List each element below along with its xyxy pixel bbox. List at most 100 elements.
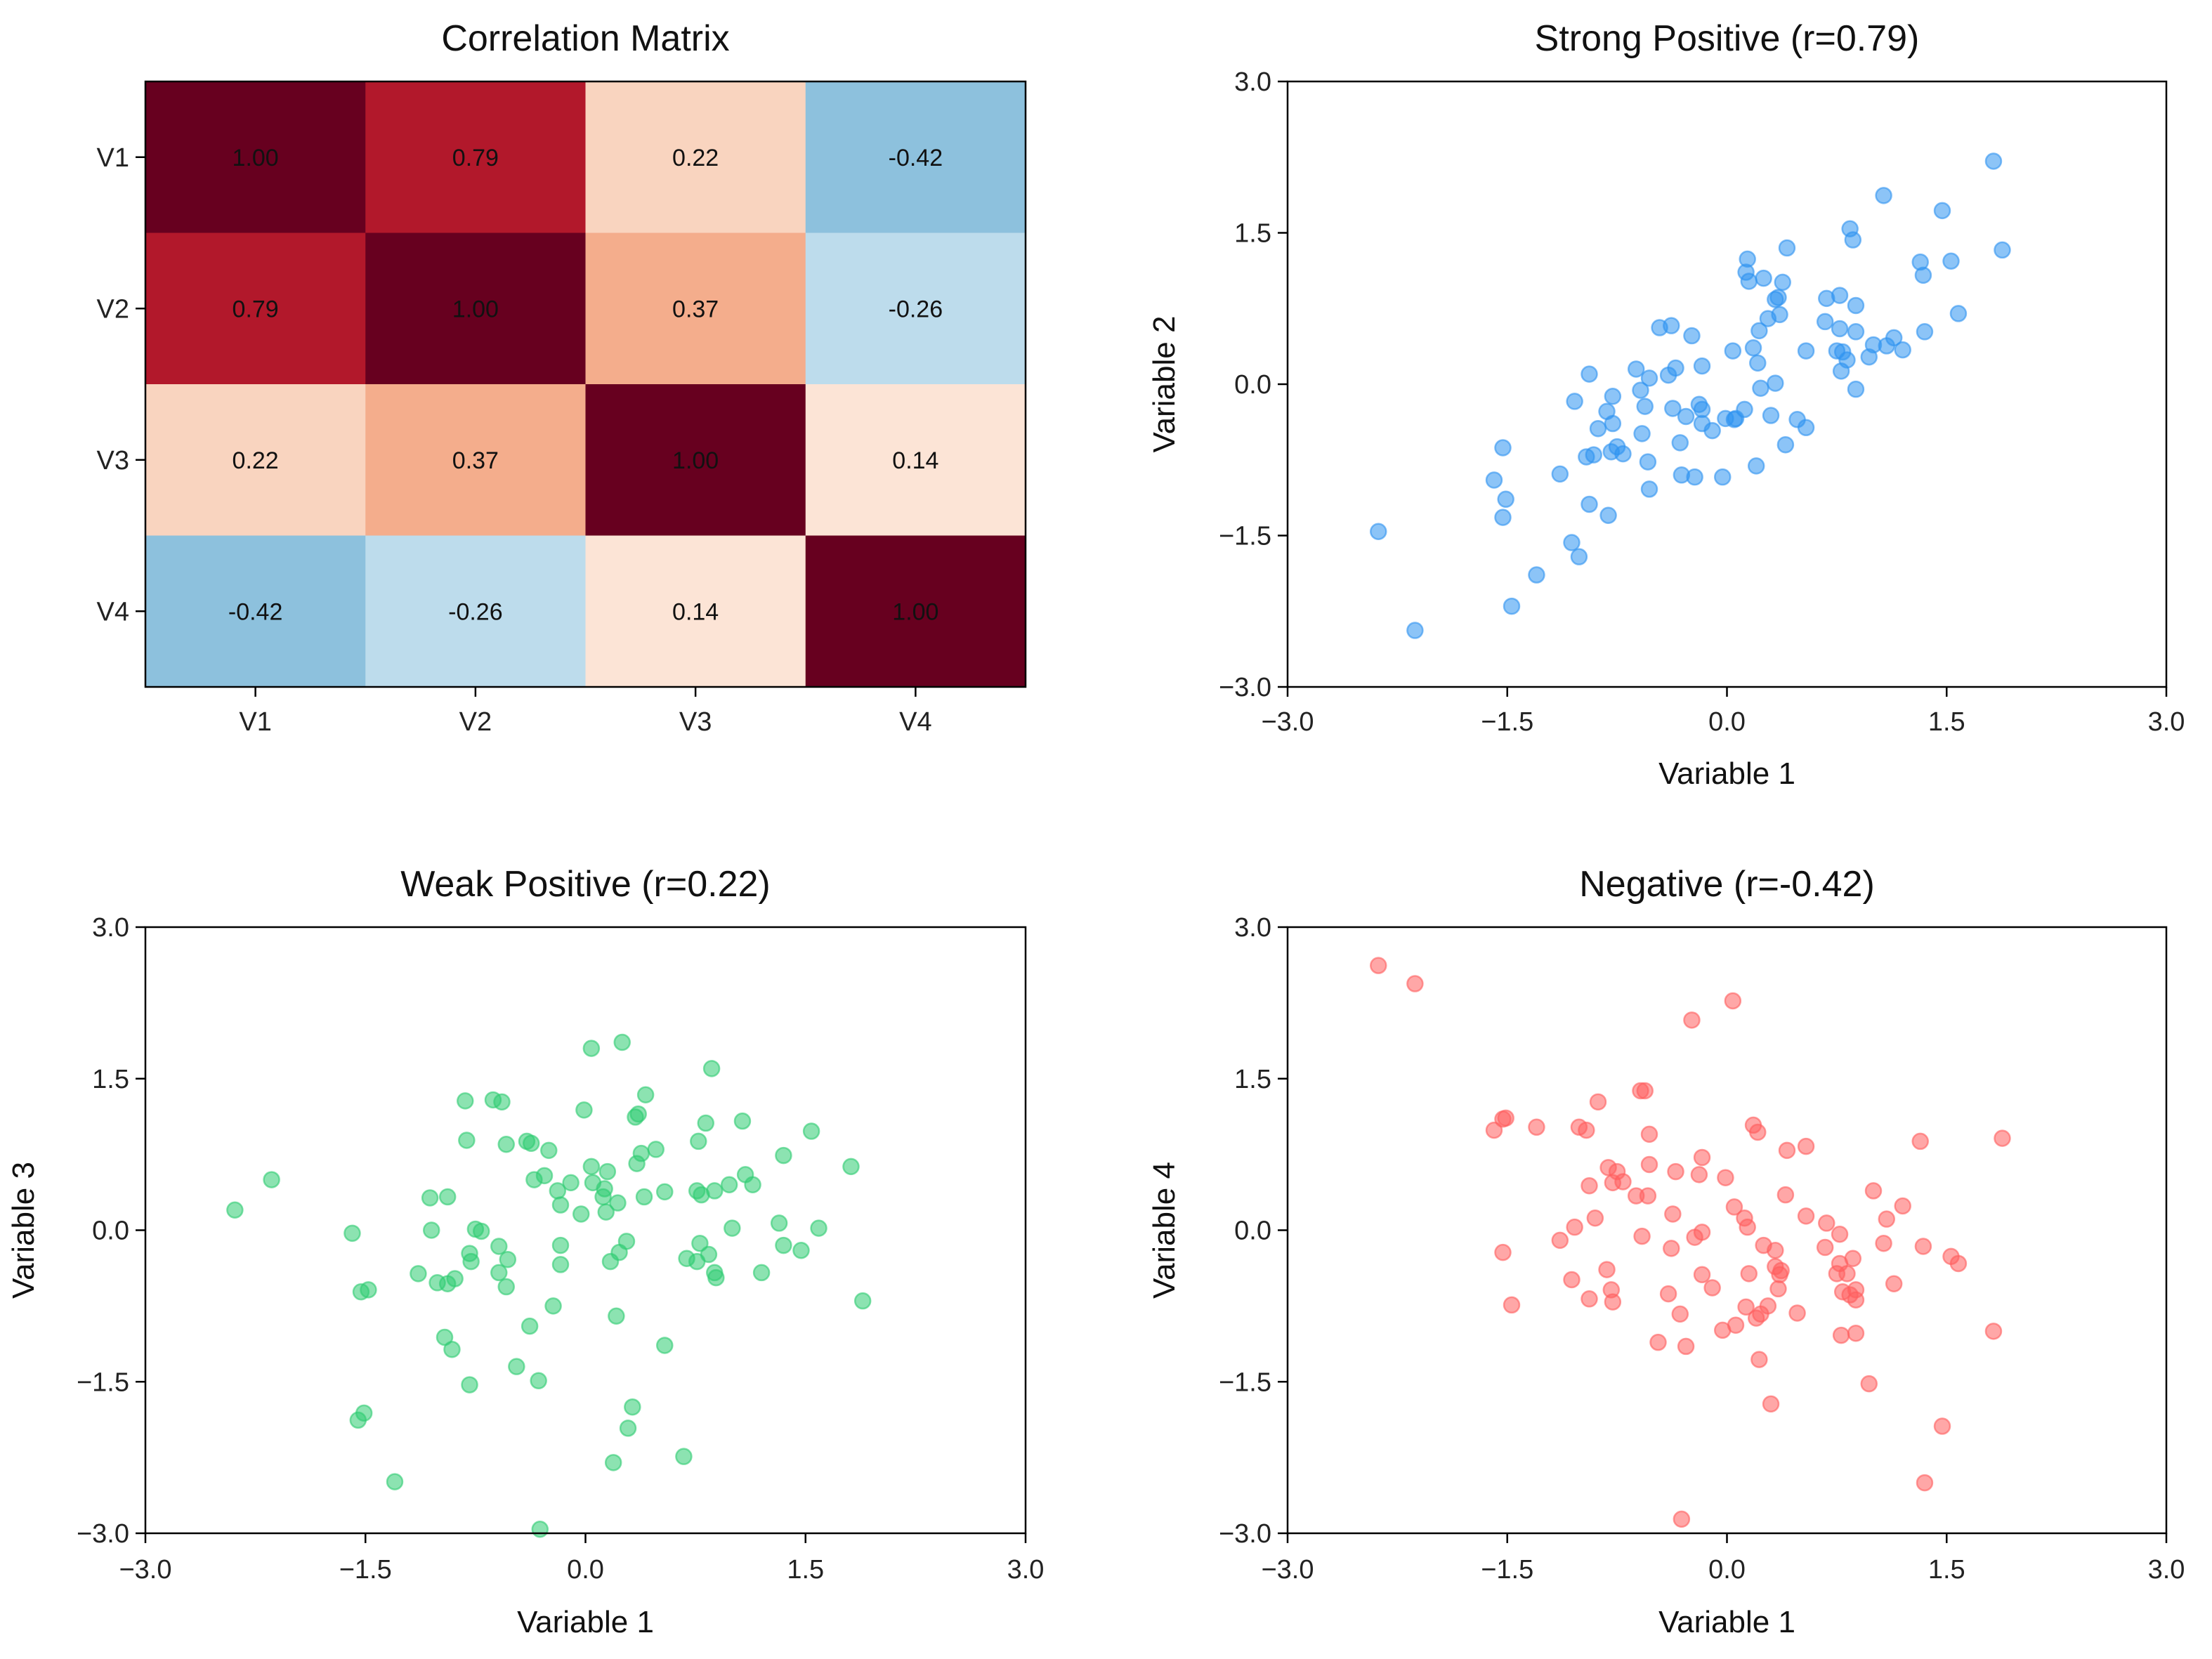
cell-value-label: 1.00 — [233, 145, 279, 171]
scatter-point — [551, 1196, 570, 1214]
scatter-point — [1797, 342, 1815, 360]
scatter-point — [1589, 1093, 1607, 1111]
scatter-plot: −3.0 −1.5 0.0 1.5 3.0 −3.0 −1.5 0.0 1.5 3.0 Negati… — [1147, 864, 2185, 1639]
plot-frame — [1286, 80, 2168, 688]
scatter-point — [1860, 348, 1878, 366]
scatter-point — [1640, 480, 1658, 498]
y-tick-label: V3 — [97, 446, 129, 476]
scatter-point — [1494, 439, 1512, 457]
cell-value-label: -0.42 — [889, 145, 943, 171]
scatter-point — [628, 1155, 646, 1172]
cell-value-label: -0.26 — [448, 598, 503, 625]
scatter-point — [656, 1337, 674, 1354]
scatter-point — [744, 1176, 761, 1194]
cell-value-label: 0.22 — [672, 145, 719, 171]
heatmap-cell — [805, 384, 1026, 536]
scatter-point — [1586, 1209, 1604, 1227]
scatter-point — [457, 1092, 474, 1110]
plot-frame — [1286, 926, 2168, 1535]
scatter-point — [1503, 597, 1521, 615]
scatter-point — [1860, 1375, 1878, 1393]
scatter-point — [1771, 1266, 1788, 1284]
scatter-point — [775, 1236, 792, 1254]
scatter-point — [598, 1162, 617, 1181]
scatter-point — [1736, 400, 1753, 419]
scatter-point — [349, 1411, 367, 1429]
scatter-point — [1581, 495, 1598, 513]
heatmap-cell — [585, 232, 806, 385]
scatter-point — [1663, 1240, 1680, 1257]
y-tick-label: −3.0 — [1219, 1519, 1271, 1549]
scatter-point — [842, 1158, 860, 1176]
scatter-point — [1497, 490, 1514, 509]
x-axis-label: Variable 1 — [1658, 1605, 1795, 1639]
scatter-point — [1762, 1395, 1780, 1413]
scatter-point — [656, 1183, 674, 1201]
scatter-point — [1778, 1141, 1796, 1160]
scatter-point — [1847, 1324, 1865, 1342]
scatter-point — [443, 1340, 461, 1358]
cell-value-label: 0.79 — [233, 296, 279, 322]
scatter-point — [1885, 1275, 1903, 1292]
y-tick-label: 0.0 — [92, 1217, 129, 1246]
scatter-point — [490, 1238, 508, 1255]
scatter-point — [1844, 231, 1862, 249]
scatter-point — [1885, 329, 1903, 347]
scatter-point — [1640, 1125, 1658, 1143]
x-tick-label: 3.0 — [2148, 1555, 2185, 1585]
heatmap-cell — [365, 535, 586, 688]
x-tick-label: −3.0 — [1261, 707, 1314, 737]
scatter-point — [343, 1224, 361, 1242]
y-tick-label: 0.0 — [1234, 1217, 1271, 1246]
scatter-point — [1737, 1298, 1755, 1316]
scatter-point — [551, 1236, 570, 1254]
scatter-point — [792, 1242, 810, 1259]
scatter-point — [1878, 1210, 1896, 1228]
scatter-point — [582, 1040, 601, 1057]
scatter-point — [462, 1252, 480, 1271]
scatter-point — [1667, 1162, 1684, 1181]
scatter-point — [1604, 1293, 1622, 1311]
heatmap-cell — [145, 535, 366, 688]
scatter-point — [472, 1222, 490, 1240]
heatmap-cell — [585, 535, 806, 688]
scatter-point — [1503, 1296, 1521, 1314]
scatter-point — [461, 1376, 478, 1394]
scatter-point — [1739, 1218, 1756, 1236]
scatter-point — [1570, 548, 1588, 565]
y-tick-label: 1.5 — [1234, 219, 1271, 249]
scatter-point — [535, 1167, 554, 1185]
scatter-point — [575, 1101, 593, 1119]
scatter-point — [853, 1292, 872, 1310]
scatter-point — [1640, 369, 1658, 387]
scatter-point — [531, 1520, 549, 1538]
scatter-plot: −3.0 −1.5 0.0 1.5 3.0 −3.0 −1.5 0.0 1.5 3.0 Weak P… — [6, 864, 1044, 1639]
scatter-point — [1563, 534, 1581, 551]
scatter-point — [1914, 1238, 1932, 1255]
scatter-point — [604, 1454, 622, 1471]
scatter-point — [1762, 407, 1780, 424]
scatter-point — [521, 1317, 539, 1335]
scatter-point — [1690, 1166, 1708, 1183]
x-tick-label: 0.0 — [567, 1555, 604, 1585]
scatter-point — [1747, 1309, 1765, 1327]
y-axis-label: Variable 2 — [1147, 316, 1182, 453]
scatter-point — [1749, 1123, 1767, 1141]
scatter-point — [1485, 1121, 1503, 1139]
cell-value-label: 1.00 — [452, 296, 499, 322]
scatter-point — [1632, 381, 1649, 399]
scatter-point — [1528, 566, 1545, 584]
chart-title: Negative (r=-0.42) — [1579, 864, 1875, 905]
scatter-point — [446, 1270, 464, 1287]
scatter-point — [1713, 468, 1732, 486]
y-tick-label: V1 — [97, 143, 129, 173]
heatmap-cell — [365, 81, 586, 233]
scatter-point — [613, 1033, 631, 1051]
scatter-point — [1750, 322, 1768, 340]
scatter-point — [1984, 1323, 2003, 1340]
scatter-point — [1724, 992, 1742, 1010]
scatter-point — [1774, 273, 1791, 291]
scatter-point — [1933, 1417, 1951, 1435]
scatter-point — [1838, 1265, 1856, 1283]
